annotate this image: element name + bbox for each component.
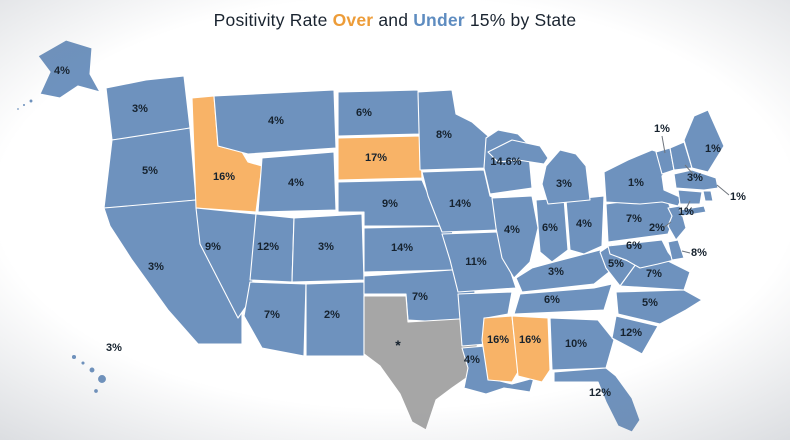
- state-georgia[interactable]: [549, 317, 615, 371]
- leader-line-delaware: [681, 250, 691, 254]
- state-value-vermont: 1%: [654, 123, 670, 135]
- state-value-hawaii: 3%: [106, 342, 122, 354]
- state-value-wisconsin: 14.6%: [490, 156, 521, 168]
- state-arizona[interactable]: [243, 281, 307, 357]
- state-value-west-virginia: 5%: [608, 258, 624, 270]
- state-new-york[interactable]: [603, 149, 683, 207]
- state-value-kansas: 14%: [391, 242, 413, 254]
- state-maine[interactable]: [683, 109, 725, 173]
- state-south-dakota[interactable]: [337, 135, 423, 181]
- state-alabama[interactable]: [511, 315, 551, 383]
- state-value-louisiana: 4%: [464, 354, 480, 366]
- state-value-alabama: 16%: [519, 334, 541, 346]
- alaska-island[interactable]: [28, 98, 34, 104]
- state-value-florida: 12%: [589, 387, 611, 399]
- state-value-michigan: 3%: [556, 178, 572, 190]
- state-value-maryland: 6%: [626, 240, 642, 252]
- alaska-island[interactable]: [21, 102, 27, 108]
- state-value-utah: 12%: [257, 241, 279, 253]
- title-over-word: Over: [332, 10, 374, 30]
- state-hawaii-island[interactable]: [93, 388, 99, 394]
- state-value-pennsylvania: 7%: [626, 213, 642, 225]
- chart-title: Positivity Rate Over and Under 15% by St…: [0, 10, 790, 31]
- state-value-indiana: 6%: [542, 222, 558, 234]
- state-value-ohio: 4%: [576, 218, 592, 230]
- leader-line-massachusetts: [716, 184, 730, 196]
- state-value-colorado: 3%: [318, 241, 334, 253]
- state-rhode-island[interactable]: [702, 190, 714, 202]
- title-and-word: and: [373, 10, 414, 30]
- state-hawaii-island[interactable]: [80, 360, 86, 366]
- title-prefix: Positivity Rate: [213, 10, 333, 30]
- state-north-dakota[interactable]: [337, 89, 421, 137]
- state-value-new-york: 1%: [628, 177, 644, 189]
- leader-line-vermont: [661, 135, 666, 154]
- state-value-south-carolina: 12%: [620, 327, 642, 339]
- title-under-word: Under: [413, 10, 465, 30]
- state-new-mexico[interactable]: [305, 281, 365, 357]
- state-new-york-long-island[interactable]: [679, 205, 707, 217]
- state-south-carolina[interactable]: [611, 315, 659, 355]
- state-value-massachusetts: 1%: [730, 191, 746, 203]
- state-value-wyoming: 4%: [288, 177, 304, 189]
- state-value-iowa: 14%: [449, 198, 471, 210]
- state-tennessee[interactable]: [513, 283, 613, 315]
- leader-line-new-hampshire: [684, 164, 694, 175]
- state-value-oklahoma: 7%: [412, 291, 428, 303]
- state-hawaii-island[interactable]: [70, 353, 78, 361]
- state-value-kentucky: 3%: [548, 266, 564, 278]
- state-value-new-jersey: 2%: [649, 222, 665, 234]
- state-value-georgia: 10%: [565, 338, 587, 350]
- state-michigan-upper-peninsula[interactable]: [487, 139, 549, 165]
- state-wyoming[interactable]: [257, 151, 337, 213]
- state-michigan[interactable]: [541, 149, 591, 205]
- state-value-washington: 3%: [132, 103, 148, 115]
- state-value-alaska: 4%: [54, 65, 70, 77]
- state-ohio[interactable]: [565, 195, 605, 255]
- state-montana[interactable]: [213, 89, 337, 155]
- title-suffix: 15% by State: [464, 10, 577, 30]
- state-value-virginia: 7%: [646, 268, 662, 280]
- state-value-california: 3%: [148, 261, 164, 273]
- state-value-south-dakota: 17%: [365, 152, 387, 164]
- state-value-tennessee: 6%: [544, 294, 560, 306]
- state-value-oregon: 5%: [142, 165, 158, 177]
- state-value-minnesota: 8%: [436, 129, 452, 141]
- state-value-missouri: 11%: [465, 256, 487, 268]
- state-value-new-mexico: 2%: [324, 309, 340, 321]
- state-value-nevada: 9%: [205, 241, 221, 253]
- state-value-idaho: 16%: [213, 171, 235, 183]
- state-value-delaware: 8%: [691, 247, 707, 259]
- alaska-island[interactable]: [16, 107, 20, 111]
- state-value-north-dakota: 6%: [356, 107, 372, 119]
- state-maryland[interactable]: [607, 239, 675, 269]
- state-value-maine: 1%: [705, 143, 721, 155]
- state-value-montana: 4%: [268, 115, 284, 127]
- state-value-mississippi: 16%: [487, 334, 509, 346]
- state-value-north-carolina: 5%: [642, 297, 658, 309]
- leader-line-new-jersey: [662, 221, 672, 229]
- state-value-arizona: 7%: [264, 309, 280, 321]
- state-massachusetts[interactable]: [673, 169, 719, 191]
- state-value-connecticut: 1%: [678, 206, 694, 218]
- state-value-new-hampshire: 3%: [687, 172, 703, 184]
- leader-line-connecticut: [685, 200, 691, 210]
- state-connecticut[interactable]: [677, 189, 703, 205]
- state-texas[interactable]: [363, 295, 479, 431]
- state-hawaii-island[interactable]: [88, 366, 96, 374]
- state-minnesota[interactable]: [417, 89, 489, 171]
- state-value-texas: *: [395, 337, 401, 353]
- state-delaware[interactable]: [667, 239, 685, 261]
- state-value-nebraska: 9%: [382, 198, 398, 210]
- state-illinois[interactable]: [491, 195, 539, 279]
- state-florida[interactable]: [553, 367, 641, 433]
- state-alaska[interactable]: [37, 39, 101, 99]
- state-value-illinois: 4%: [504, 224, 520, 236]
- state-hawaii-island[interactable]: [96, 373, 108, 385]
